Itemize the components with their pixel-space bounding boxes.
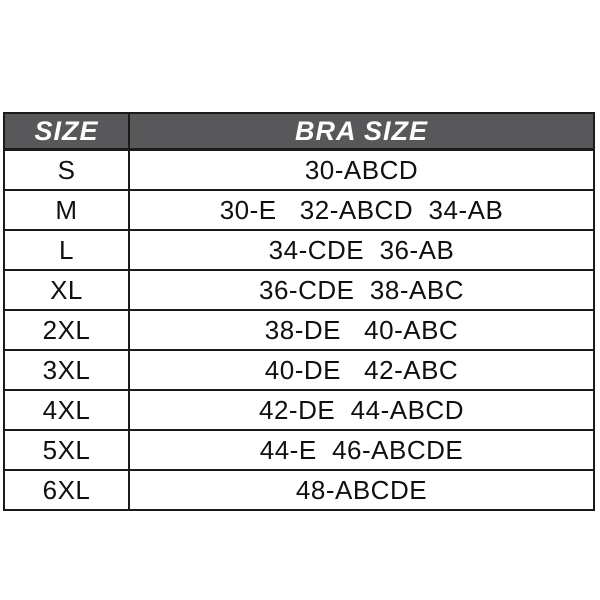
bra-size-cell: 34-CDE 36-AB bbox=[128, 229, 595, 271]
size-cell: 5XL bbox=[3, 429, 130, 471]
table-row: 5XL 44-E 46-ABCDE bbox=[3, 429, 595, 471]
size-cell: 2XL bbox=[3, 309, 130, 351]
table-row: S 30-ABCD bbox=[3, 148, 595, 191]
size-cell: XL bbox=[3, 269, 130, 311]
size-cell: M bbox=[3, 189, 130, 231]
header-row: SIZE BRA SIZE bbox=[3, 112, 595, 151]
table-row: 4XL 42-DE 44-ABCD bbox=[3, 389, 595, 431]
size-cell: L bbox=[3, 229, 130, 271]
bra-size-cell: 30-ABCD bbox=[128, 148, 595, 191]
size-cell: 4XL bbox=[3, 389, 130, 431]
bra-size-cell: 40-DE 42-ABC bbox=[128, 349, 595, 391]
column-header-size: SIZE bbox=[3, 112, 130, 151]
table-row: 3XL 40-DE 42-ABC bbox=[3, 349, 595, 391]
table-row: 2XL 38-DE 40-ABC bbox=[3, 309, 595, 351]
bra-size-cell: 44-E 46-ABCDE bbox=[128, 429, 595, 471]
size-cell: 6XL bbox=[3, 469, 130, 511]
size-chart-table: SIZE BRA SIZE S 30-ABCD M 30-E 32-ABCD 3… bbox=[3, 112, 595, 511]
bra-size-cell: 48-ABCDE bbox=[128, 469, 595, 511]
bra-size-cell: 30-E 32-ABCD 34-AB bbox=[128, 189, 595, 231]
bra-size-cell: 38-DE 40-ABC bbox=[128, 309, 595, 351]
column-header-bra-size: BRA SIZE bbox=[128, 112, 595, 151]
table-row: L 34-CDE 36-AB bbox=[3, 229, 595, 271]
size-cell: S bbox=[3, 148, 130, 191]
bra-size-cell: 36-CDE 38-ABC bbox=[128, 269, 595, 311]
table-row: M 30-E 32-ABCD 34-AB bbox=[3, 189, 595, 231]
table-row: 6XL 48-ABCDE bbox=[3, 469, 595, 511]
bra-size-cell: 42-DE 44-ABCD bbox=[128, 389, 595, 431]
table-row: XL 36-CDE 38-ABC bbox=[3, 269, 595, 311]
size-cell: 3XL bbox=[3, 349, 130, 391]
